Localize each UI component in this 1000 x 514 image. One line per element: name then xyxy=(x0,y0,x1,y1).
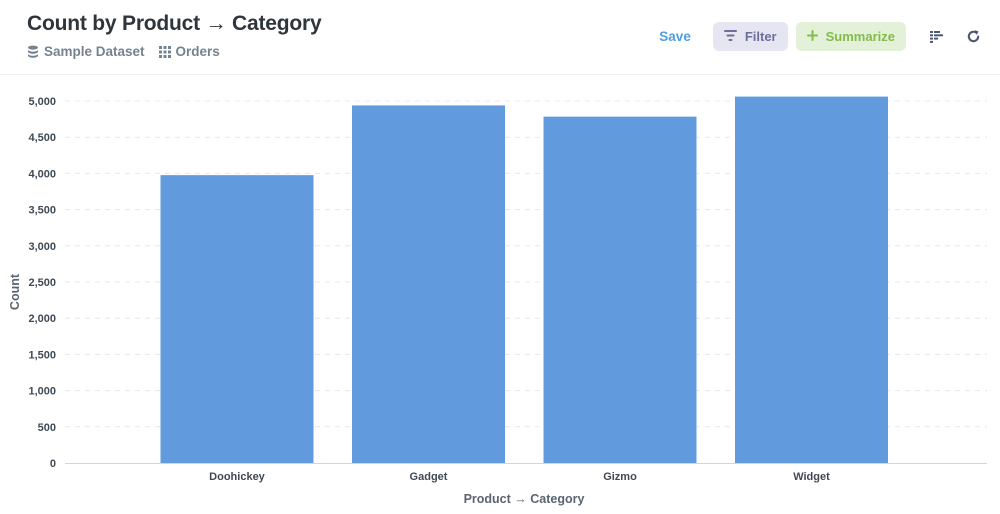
save-button[interactable]: Save xyxy=(659,29,691,44)
x-tick-label: Gizmo xyxy=(603,471,637,483)
y-tick-label: 4,000 xyxy=(28,168,56,180)
notebook-editor-icon[interactable] xyxy=(928,28,946,46)
bar-doohickey[interactable] xyxy=(160,175,314,463)
filter-icon xyxy=(723,29,737,44)
breadcrumb-database-label: Sample Dataset xyxy=(44,44,145,59)
y-tick-label: 3,000 xyxy=(28,241,56,253)
x-axis-ticks: Doohickey Gadget Gizmo Widget xyxy=(209,471,830,483)
bar-gizmo[interactable] xyxy=(543,116,697,463)
bar-gadget[interactable] xyxy=(352,105,505,464)
y-tick-label: 1,000 xyxy=(28,386,56,398)
filter-button[interactable]: Filter xyxy=(712,22,788,51)
plus-icon xyxy=(806,29,818,44)
y-axis-title: Count xyxy=(8,273,22,310)
bar-widget[interactable] xyxy=(735,96,888,463)
bar-chart: 0 500 1,000 1,500 2,000 2,500 3,000 3,500 4,000 4… xyxy=(0,80,1000,514)
y-tick-label: 500 xyxy=(38,422,56,434)
database-icon xyxy=(27,45,39,58)
y-axis-ticks: 0 500 1,000 1,500 2,000 2,500 3,000 3,500 4,000 4… xyxy=(28,96,56,470)
breadcrumb-table[interactable]: Orders xyxy=(158,44,220,59)
y-tick-label: 2,500 xyxy=(28,277,56,289)
breadcrumb-table-label: Orders xyxy=(175,44,220,59)
header-actions: Save Filter Summ xyxy=(659,22,982,51)
y-tick-label: 1,500 xyxy=(28,349,56,361)
y-tick-label: 2,000 xyxy=(28,313,56,325)
y-tick-label: 0 xyxy=(50,458,56,470)
x-tick-label: Gadget xyxy=(410,471,448,483)
breadcrumb: Sample Dataset Orders xyxy=(27,44,220,59)
x-tick-label: Widget xyxy=(793,471,830,483)
y-tick-label: 5,000 xyxy=(28,96,56,108)
chart-svg: 0 500 1,000 1,500 2,000 2,500 3,000 3,500 4,000 4… xyxy=(8,96,987,506)
question-header: Count by Product → Category Sample Datas… xyxy=(0,0,1000,75)
y-tick-label: 4,500 xyxy=(28,132,56,144)
x-tick-label: Doohickey xyxy=(209,471,266,483)
bars xyxy=(160,96,888,464)
grid-icon xyxy=(158,45,171,58)
x-axis-title: Product → Category xyxy=(464,492,585,506)
page-title: Count by Product → Category xyxy=(27,12,322,35)
refresh-icon[interactable] xyxy=(964,28,982,46)
y-tick-label: 3,500 xyxy=(28,205,56,217)
breadcrumb-database[interactable]: Sample Dataset xyxy=(27,44,145,59)
summarize-button[interactable]: Summarize xyxy=(795,22,906,51)
filter-button-label: Filter xyxy=(744,29,777,44)
summarize-button-label: Summarize xyxy=(825,29,895,44)
